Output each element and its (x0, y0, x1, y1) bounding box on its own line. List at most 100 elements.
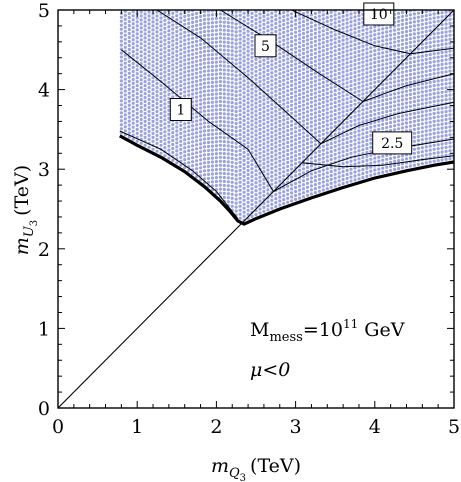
scatter-point (266, 68, 270, 73)
scatter-point (290, 175, 294, 179)
boundary-line (119, 134, 454, 226)
scatter-point (397, 39, 401, 43)
scatter-point (305, 106, 310, 110)
scatter-point (298, 180, 302, 184)
scatter-point (210, 80, 214, 84)
scatter-point (353, 130, 357, 134)
scatter-point (353, 150, 357, 154)
scatter-point (274, 181, 278, 185)
scatter-point (214, 24, 218, 28)
scatter-point (262, 142, 266, 146)
scatter-point (337, 67, 341, 71)
scatter-point (175, 61, 179, 65)
scatter-point (301, 119, 306, 123)
scatter-point (361, 48, 365, 52)
scatter-point (258, 171, 262, 175)
scatter-point (397, 167, 401, 171)
scatter-point (408, 88, 412, 92)
scatter-point (274, 65, 278, 69)
scatter-point (210, 92, 214, 96)
scatter-point (214, 112, 218, 116)
scatter-point (274, 77, 278, 81)
scatter-point (222, 116, 226, 120)
scatter-point (369, 129, 373, 133)
scatter-point (238, 13, 242, 17)
scatter-point (313, 27, 317, 31)
scatter-point (202, 18, 207, 22)
scatter-point (381, 102, 385, 107)
scatter-point (301, 67, 306, 71)
scatter-point (262, 94, 266, 98)
scatter-point (234, 153, 238, 157)
scatter-point (361, 112, 365, 116)
scatter-point (167, 33, 171, 37)
scatter-point (270, 79, 274, 83)
scatter-point (195, 131, 199, 135)
scatter-point (444, 106, 448, 110)
scatter-point (167, 112, 171, 116)
scatter-point (282, 18, 286, 23)
scatter-point (357, 113, 361, 117)
scatter-point (218, 143, 222, 147)
scatter-point (119, 119, 123, 123)
scatter-point (309, 57, 313, 61)
scatter-point (246, 121, 250, 125)
scatter-point (341, 62, 345, 66)
scatter-point (230, 172, 234, 176)
scatter-point (187, 17, 191, 21)
scatter-point (163, 38, 167, 42)
scatter-point (349, 80, 353, 84)
scatter-point (250, 39, 254, 43)
scatter-point (143, 16, 147, 20)
scatter-point (258, 199, 262, 203)
scatter-point (254, 97, 258, 101)
scatter-point (175, 25, 179, 30)
scatter-point (365, 162, 369, 166)
scatter-point (246, 176, 250, 181)
scatter-point (397, 71, 401, 75)
scatter-point (428, 53, 432, 57)
scatter-point (222, 163, 226, 168)
scatter-point (171, 131, 175, 135)
scatter-point (210, 29, 214, 33)
scatter-point (147, 34, 151, 38)
scatter-point (206, 85, 211, 89)
scatter-point (325, 159, 329, 163)
scatter-point (179, 147, 183, 151)
scatter-point (159, 99, 163, 104)
scatter-point (214, 179, 218, 184)
scatter-point (199, 142, 203, 146)
scatter-point (234, 30, 238, 34)
scatter-point (254, 85, 258, 89)
scatter-point (317, 58, 321, 62)
scatter-point (408, 68, 412, 73)
scatter-point (258, 147, 262, 151)
scatter-point (321, 132, 325, 136)
scatter-point (195, 107, 199, 111)
scatter-point (183, 142, 187, 146)
scatter-point (440, 50, 444, 55)
scatter-point (305, 42, 310, 46)
scatter-point (397, 79, 401, 83)
scatter-point (183, 78, 187, 82)
scatter-point (294, 174, 298, 178)
scatter-point (183, 150, 187, 154)
scatter-point (412, 99, 416, 104)
scatter-point (290, 12, 294, 16)
scatter-point (230, 121, 234, 125)
scatter-point (436, 71, 440, 75)
scatter-point (424, 10, 428, 14)
scatter-point (234, 62, 238, 66)
scatter-point (147, 129, 151, 133)
scatter-point (226, 124, 230, 128)
scatter-point (404, 81, 409, 85)
scatter-point (214, 20, 218, 24)
scatter-point (226, 96, 230, 100)
scatter-point (341, 94, 345, 98)
scatter-point (365, 59, 369, 63)
scatter-point (313, 91, 317, 95)
scatter-point (242, 127, 246, 131)
scatter-point (317, 94, 321, 98)
scatter-point (151, 127, 155, 131)
scatter-point (163, 30, 167, 34)
